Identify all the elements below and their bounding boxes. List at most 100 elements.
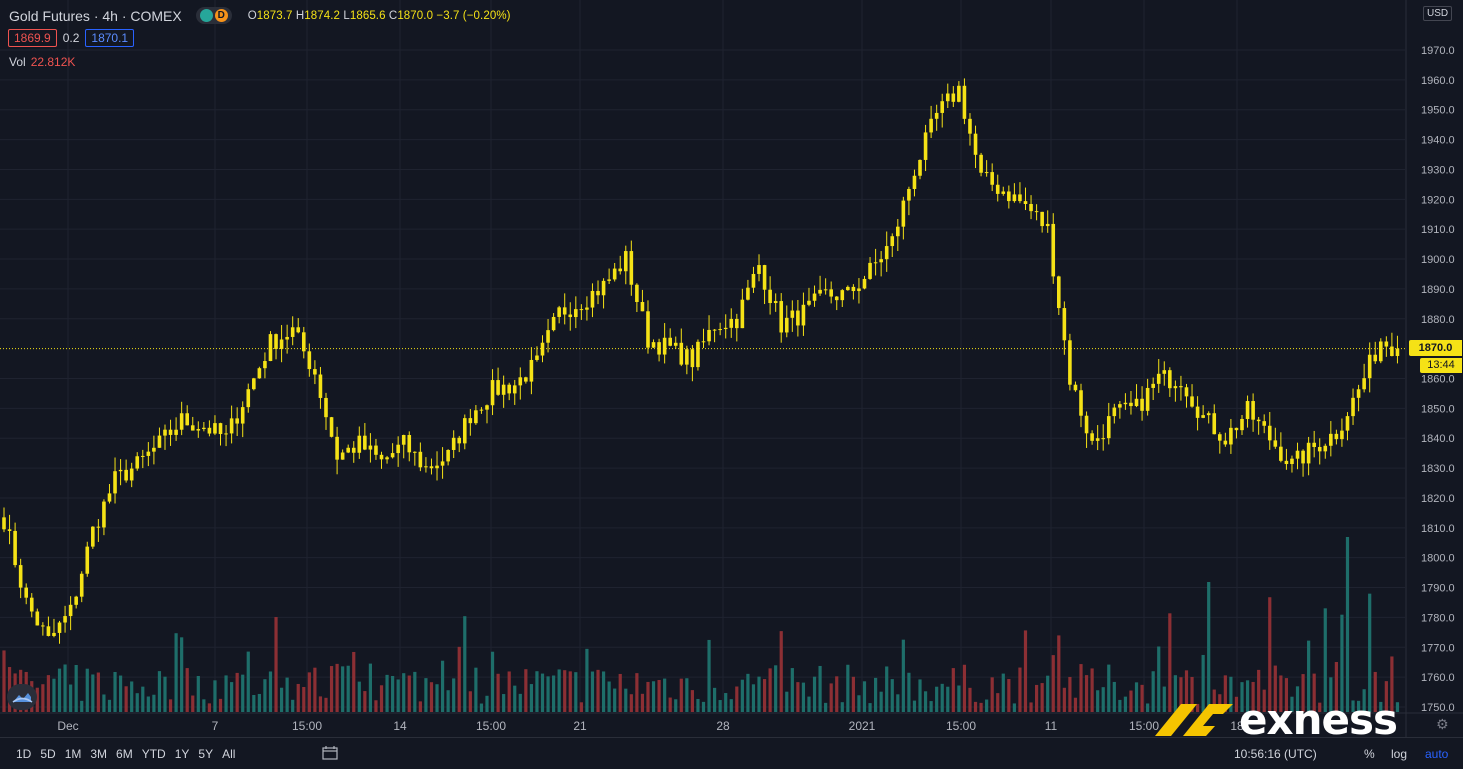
volume-bar: [1390, 656, 1394, 712]
volume-bar: [757, 676, 761, 712]
symbol-title[interactable]: Gold Futures · 4h · COMEX: [9, 7, 182, 24]
candle-body: [474, 410, 478, 424]
ask-button[interactable]: 1870.1: [85, 29, 135, 47]
volume-bar: [552, 675, 556, 712]
volume-bar: [163, 676, 167, 712]
candle-body: [279, 339, 284, 349]
delayed-data-badge: D: [214, 9, 228, 22]
volume-bar: [1162, 686, 1166, 712]
range-button-5y[interactable]: 5Y: [198, 747, 214, 761]
volume-bar: [812, 676, 817, 712]
price-tick-label: 1840.0: [1421, 433, 1455, 445]
candle-body: [1084, 415, 1089, 434]
candle-body: [657, 342, 661, 355]
volume-bar: [257, 693, 261, 712]
calendar-range-icon[interactable]: [322, 746, 338, 760]
range-button-5d[interactable]: 5D: [40, 747, 56, 761]
auto-scale-toggle[interactable]: auto: [1425, 747, 1449, 761]
range-button-3m[interactable]: 3M: [90, 747, 108, 761]
candle-body: [168, 429, 173, 435]
log-scale-toggle[interactable]: log: [1391, 747, 1408, 761]
volume-bar: [1212, 689, 1216, 712]
price-tick-label: 1830.0: [1421, 463, 1455, 475]
volume-bar: [157, 671, 162, 712]
candle-body: [18, 565, 23, 588]
candle-body: [1345, 416, 1350, 431]
volume-bar: [1101, 687, 1105, 712]
candle-body: [1240, 418, 1244, 431]
candle-body: [1256, 419, 1261, 422]
volume-bar: [1029, 702, 1033, 712]
volume-label[interactable]: Vol: [9, 55, 26, 69]
candle-body: [146, 451, 151, 456]
candle-body: [196, 429, 201, 431]
volume-bar: [107, 699, 112, 712]
candle-body: [1057, 276, 1061, 309]
range-button-1y[interactable]: 1Y: [174, 747, 190, 761]
cloud-icon[interactable]: [7, 684, 37, 710]
candle-body: [385, 457, 389, 460]
volume-bar: [1268, 597, 1272, 712]
candle-body: [318, 374, 323, 398]
volume-bar: [807, 696, 811, 712]
candle-body: [701, 341, 706, 343]
candle-body: [1378, 341, 1383, 362]
candle-body: [163, 429, 167, 436]
volume-bar: [130, 681, 134, 712]
volume-bar: [1368, 593, 1372, 712]
percent-scale-toggle[interactable]: %: [1364, 747, 1375, 761]
range-button-ytd[interactable]: YTD: [141, 747, 166, 761]
range-button-1d[interactable]: 1D: [16, 747, 32, 761]
volume-bar: [846, 664, 850, 712]
range-button-all[interactable]: All: [222, 747, 236, 761]
candle-body: [307, 351, 312, 370]
volume-bar: [868, 703, 872, 712]
volume-bar: [1018, 667, 1022, 712]
candle-body: [918, 159, 922, 176]
candle-body: [79, 573, 84, 597]
candle-body: [1034, 211, 1039, 213]
candle-body: [940, 101, 945, 113]
currency-label[interactable]: USD: [1423, 6, 1453, 21]
price-tick-label: 1950.0: [1421, 105, 1455, 117]
candle-body: [1090, 433, 1094, 441]
price-chart[interactable]: 1970.0 1960.0 1950.0 1940.0 1930.0 1920.0 1910…: [0, 0, 1463, 737]
price-tick-label: 1910.0: [1421, 224, 1455, 236]
price-tick-label: 1820.0: [1421, 493, 1455, 505]
range-button-6m[interactable]: 6M: [116, 747, 133, 761]
volume-bar: [1329, 677, 1333, 712]
volume-bar: [418, 701, 422, 712]
volume-bar: [596, 669, 600, 712]
volume-bar: [990, 677, 994, 712]
volume-bar: [279, 687, 284, 712]
candle-body: [601, 280, 606, 296]
candle-body: [829, 289, 833, 297]
market-status-pill[interactable]: D: [195, 7, 232, 24]
candle-body: [457, 437, 462, 444]
volume-bar: [979, 702, 983, 712]
candle-body: [1123, 402, 1128, 405]
volume-bar: [674, 699, 678, 712]
candle-body: [673, 342, 678, 346]
volume-bar: [1040, 683, 1044, 712]
price-tick-label: 1790.0: [1421, 583, 1455, 595]
high-value: 1874.2: [304, 9, 341, 22]
utc-clock[interactable]: 10:56:16 (UTC): [1234, 747, 1317, 761]
close-label: C: [388, 9, 398, 22]
volume-bar: [274, 617, 278, 712]
candle-body: [346, 447, 350, 453]
volume-bar: [785, 691, 789, 712]
candle-body: [1012, 194, 1017, 202]
bid-button[interactable]: 1869.9: [8, 29, 57, 47]
candle-body: [1156, 373, 1161, 384]
volume-bar: [180, 637, 184, 712]
settings-gear-icon[interactable]: ⚙: [1436, 716, 1449, 732]
candle-body: [202, 427, 206, 430]
volume-bar: [1012, 703, 1016, 712]
candle-body: [740, 299, 745, 329]
candle-body: [224, 433, 228, 435]
range-button-1m[interactable]: 1M: [64, 747, 82, 761]
candle-body: [13, 530, 17, 566]
candle-body: [723, 327, 728, 330]
candle-body: [784, 317, 789, 333]
